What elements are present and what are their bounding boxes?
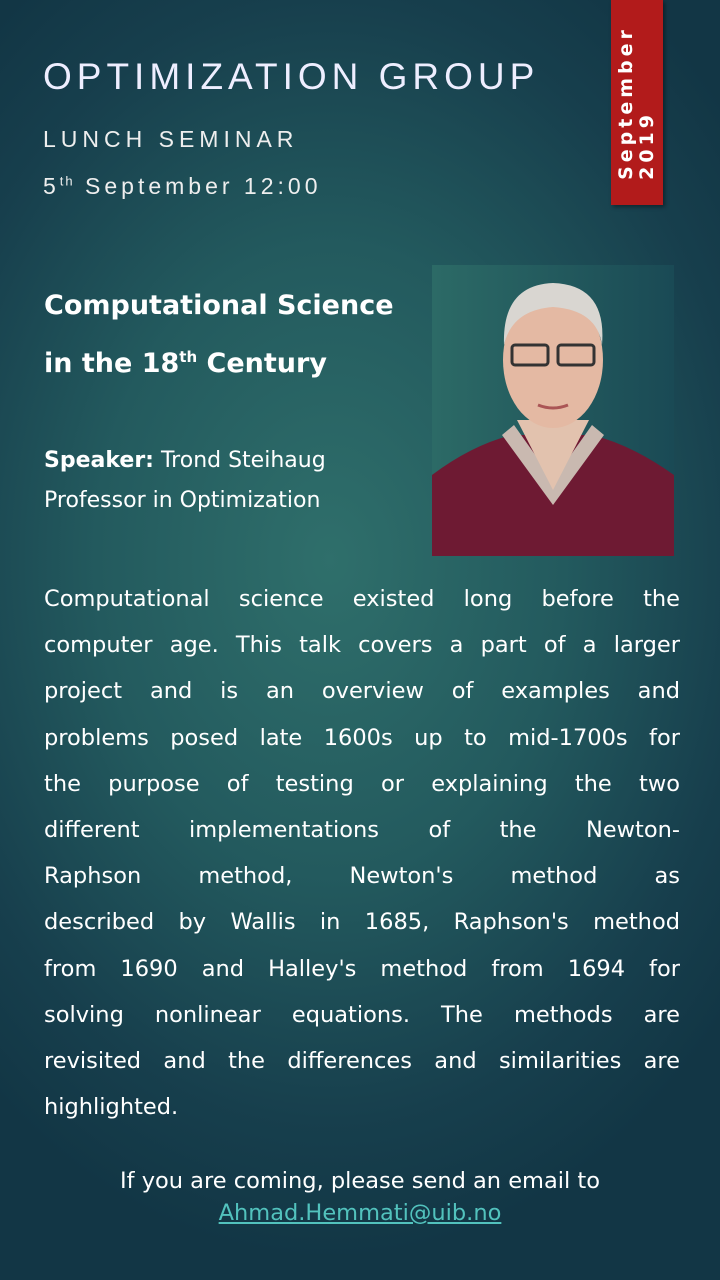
- speaker-position: Professor in Optimization: [44, 488, 321, 513]
- title-pre: in the 18: [44, 348, 180, 379]
- title-sup: th: [179, 348, 198, 366]
- email-link[interactable]: Ahmad.Hemmati@uib.no: [218, 1200, 502, 1226]
- event-date: 5th September 12:00: [43, 173, 321, 200]
- talk-title-line1: Computational Science: [44, 290, 394, 321]
- speaker-label: Speaker:: [44, 448, 154, 473]
- abstract-line: the purpose of testing or explaining the…: [44, 770, 680, 797]
- speaker-line: Speaker: Trond Steihaug: [44, 448, 326, 473]
- abstract-line: project and is an overview of examples a…: [44, 678, 680, 705]
- speaker-name: Trond Steihaug: [153, 448, 326, 473]
- abstract-line: Computational science existed long befor…: [44, 586, 680, 612]
- abstract-line: solving nonlinear equations. The methods…: [44, 1001, 680, 1028]
- abstract-line: different implementations of the Newton-: [44, 816, 680, 843]
- event-type: LUNCH SEMINAR: [43, 126, 299, 152]
- abstract-line: Raphson method, Newton's method as: [44, 863, 680, 890]
- talk-title-line2: in the 18th Century: [44, 348, 327, 379]
- date-suffix: th: [59, 173, 75, 189]
- banner-month: September: [615, 25, 637, 180]
- title-post: Century: [197, 348, 327, 379]
- footer-text: If you are coming, please send an email …: [119, 1168, 601, 1194]
- abstract-line: revisited and the differences and simila…: [44, 1047, 680, 1074]
- group-title: OPTIMIZATION GROUP: [43, 56, 540, 97]
- date-rest: September 12:00: [74, 173, 322, 199]
- speaker-photo: [432, 265, 674, 556]
- abstract-line: problems posed late 1600s up to mid-1700…: [44, 724, 680, 751]
- banner-year: 2019: [636, 110, 658, 180]
- date-day: 5: [43, 173, 60, 199]
- abstract: Computational science existed long befor…: [44, 578, 680, 1132]
- footer: If you are coming, please send an email …: [0, 1165, 720, 1229]
- abstract-line: computer age. This talk covers a part of…: [44, 632, 680, 659]
- month-banner: September 2019: [611, 0, 663, 205]
- abstract-line: highlighted.: [44, 1094, 179, 1121]
- abstract-line: described by Wallis in 1685, Raphson's m…: [44, 909, 680, 936]
- abstract-line: from 1690 and Halley's method from 1694 …: [44, 955, 680, 982]
